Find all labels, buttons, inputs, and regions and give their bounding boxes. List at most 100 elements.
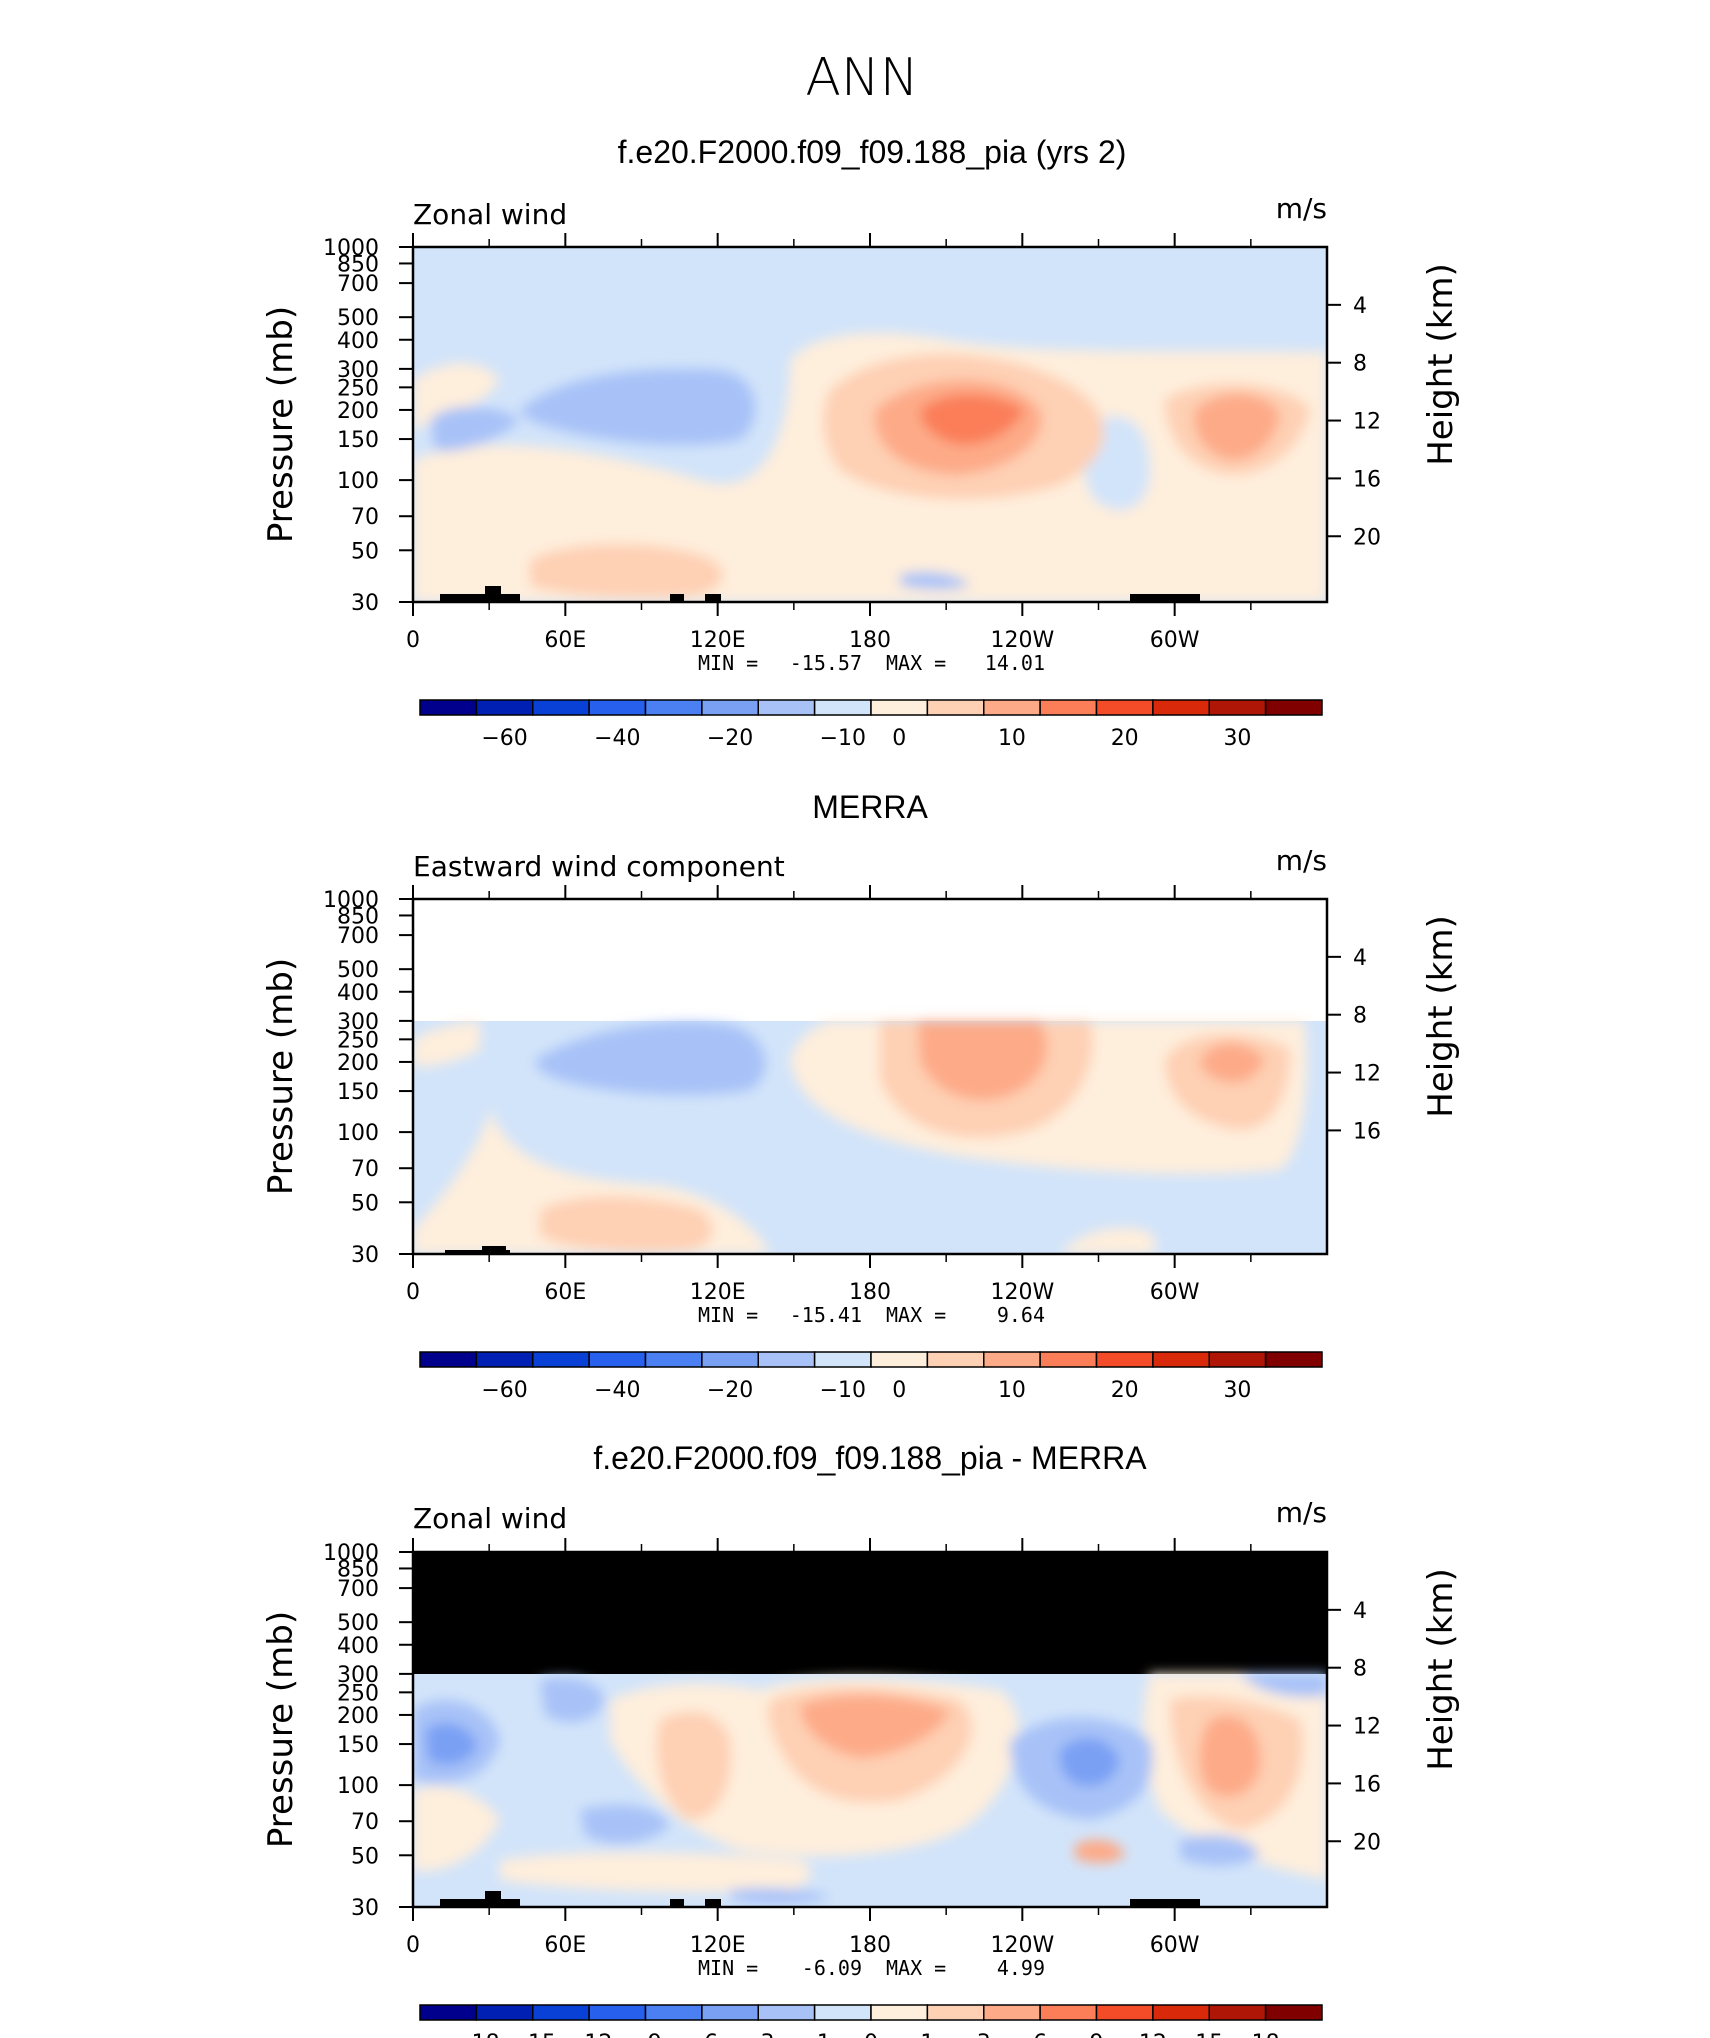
colorbar-label: 10	[998, 1378, 1026, 1403]
colorbar-swatch	[644, 2004, 703, 2021]
colorbar-label: 30	[1223, 726, 1251, 751]
x-tick-label: 120E	[690, 628, 746, 653]
height-tick-label: 16	[1353, 1119, 1381, 1144]
colorbar-label: 10	[998, 726, 1026, 751]
colorbar-label: −10	[820, 726, 866, 751]
colorbar-swatch	[1264, 1351, 1323, 1368]
panel-2-units-label: m/s	[1276, 844, 1327, 877]
height-tick-label: 8	[1353, 1004, 1367, 1029]
panel-1-easterly-west	[430, 406, 520, 451]
colorbar-swatch	[532, 2004, 590, 2021]
panel-3-topography	[440, 1891, 1200, 1907]
colorbar-swatch	[983, 1351, 1041, 1368]
colorbar-swatch	[813, 699, 872, 716]
colorbar-swatch	[475, 1351, 534, 1368]
height-tick-label: 4	[1353, 946, 1367, 971]
colorbar-label: 3	[977, 2031, 991, 2038]
panel-2-title: MERRA	[812, 789, 928, 825]
panel-1-land-andes	[1130, 594, 1200, 602]
x-tick-label: 0	[406, 1933, 420, 1958]
y-tick-label: 700	[337, 1577, 379, 1602]
panel-2-field	[413, 899, 1327, 1254]
height-tick-label: 20	[1353, 525, 1381, 550]
y-tick-label: 250	[337, 1681, 379, 1706]
panel-1-easterly-band	[520, 368, 756, 446]
max-label: MAX =	[886, 1956, 946, 1980]
y-tick-label: 500	[337, 958, 379, 983]
height-tick-label: 12	[1353, 410, 1381, 435]
min-label: MIN =	[698, 1303, 758, 1327]
colorbar-swatch	[1152, 2004, 1210, 2021]
panel-3-neg-east-core	[1059, 1737, 1120, 1787]
colorbar-swatch	[1095, 699, 1154, 716]
panel-3-field	[413, 1552, 1327, 1907]
min-value: -6.09	[802, 1956, 862, 1980]
y-tick-label: 250	[337, 1028, 379, 1053]
panel-2-west-positive	[413, 1021, 480, 1067]
colorbar-swatch	[870, 699, 929, 716]
x-tick-label: 180	[849, 1280, 891, 1305]
max-value: 4.99	[997, 1956, 1045, 1980]
y-tick-label: 300	[337, 358, 379, 383]
panel-2-topography	[445, 1246, 510, 1254]
y-tick-label: 150	[337, 1080, 379, 1105]
colorbar-label: 9	[1090, 2031, 1104, 2038]
y-tick-label: 250	[337, 376, 379, 401]
y-tick-label: 30	[351, 1243, 379, 1268]
panel-1-surface-easterly	[900, 572, 970, 590]
colorbar-swatch	[1208, 1351, 1267, 1368]
min-label: MIN =	[698, 1956, 758, 1980]
panel-3-masked-region	[413, 1552, 1327, 1674]
y-tick-label: 200	[337, 1051, 379, 1076]
x-tick-label: 0	[406, 628, 420, 653]
colorbar-label: 1	[920, 2031, 934, 2038]
panel-3-neg-mid-low	[580, 1805, 670, 1844]
panel-1-jet-core	[920, 394, 1025, 445]
x-tick-label: 180	[849, 1933, 891, 1958]
height-axis-label: Height (km)	[1421, 263, 1461, 466]
x-tick-label: 60E	[544, 1933, 586, 1958]
colorbar-label: 0	[864, 2031, 878, 2038]
colorbar-swatch	[419, 1351, 478, 1368]
colorbar-label: −20	[707, 726, 753, 751]
x-tick-label: 120E	[690, 1280, 746, 1305]
colorbar-swatch	[870, 1351, 929, 1368]
y-tick-label: 70	[351, 1810, 379, 1835]
colorbar-label: −40	[594, 726, 640, 751]
y-tick-label: 1000	[323, 1541, 379, 1566]
colorbar-swatch	[1152, 1351, 1210, 1368]
colorbar-label: 18	[1252, 2031, 1280, 2038]
panel-1-field	[413, 247, 1327, 602]
panel-3-positive-west-low	[413, 1786, 500, 1871]
panel-1-title: f.e20.F2000.f09_f09.188_pia (yrs 2)	[618, 134, 1127, 170]
colorbar-label: −15	[510, 2031, 556, 2038]
colorbar-swatch	[1039, 699, 1098, 716]
colorbar-swatch	[983, 699, 1041, 716]
panel-1-land-africa	[440, 594, 520, 602]
x-tick-label: 60W	[1150, 1933, 1200, 1958]
panel-3-strong-surface	[1075, 1839, 1125, 1863]
x-tick-label: 60E	[544, 628, 586, 653]
y-tick-label: 300	[337, 1663, 379, 1688]
colorbar-swatch	[588, 2004, 647, 2021]
y-tick-label: 850	[337, 252, 379, 277]
y-tick-label: 50	[351, 539, 379, 564]
height-tick-label: 12	[1353, 1062, 1381, 1087]
y-tick-label: 500	[337, 306, 379, 331]
y-tick-label: 30	[351, 1896, 379, 1921]
x-tick-label: 60W	[1150, 628, 1200, 653]
colorbar-label: 20	[1111, 1378, 1139, 1403]
min-value: -15.57	[790, 651, 862, 675]
colorbar-swatch	[813, 1351, 872, 1368]
min-label: MIN =	[698, 651, 758, 675]
colorbar-swatch	[475, 2004, 534, 2021]
y-tick-label: 1000	[323, 236, 379, 261]
panel-1-lower-positive	[530, 544, 723, 598]
panel-2-land-africa-peak	[482, 1246, 506, 1254]
x-tick-label: 120W	[990, 628, 1054, 653]
panel-1-jet-mid-east	[1194, 393, 1280, 461]
height-tick-label: 16	[1353, 467, 1381, 492]
panel-1-positive-region-west	[413, 363, 500, 430]
colorbar-swatch	[1208, 2004, 1267, 2021]
colorbar-label: 6	[1033, 2031, 1047, 2038]
